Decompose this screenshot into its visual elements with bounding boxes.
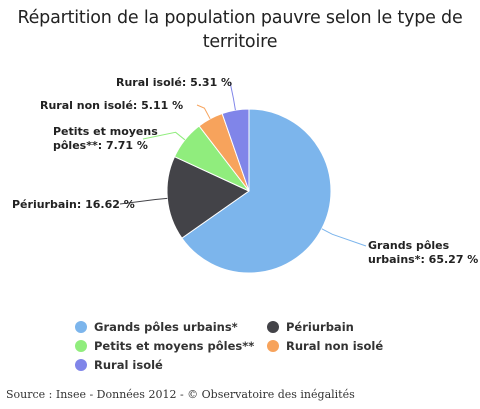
legend-item-rural-non-isole[interactable]: Rural non isolé — [267, 339, 383, 353]
data-label: Petits et moyens pôles**: 7.71 % — [53, 125, 158, 152]
legend-item-grands-poles[interactable]: Grands pôles urbains* — [75, 320, 238, 334]
connector-line — [142, 131, 186, 141]
chart-title-line-1: Répartition de la population pauvre selo… — [17, 8, 463, 28]
legend-marker — [75, 321, 87, 333]
data-label: Grands pôles urbains*: 65.27 % — [368, 239, 479, 266]
legend-label: Grands pôles urbains* — [94, 320, 238, 334]
chart-title: Répartition de la population pauvre selo… — [0, 6, 480, 54]
data-label: Rural isolé: 5.31 % — [116, 76, 233, 89]
legend-marker — [267, 340, 279, 352]
legend-marker — [75, 340, 87, 352]
legend-label: Rural isolé — [94, 358, 163, 372]
data-label: Rural non isolé: 5.11 % — [40, 99, 184, 112]
connector-line — [229, 81, 236, 111]
pie-slices — [166, 108, 332, 274]
data-label: Périurbain: 16.62 % — [12, 198, 135, 211]
connector-line — [321, 228, 367, 247]
connector-line — [119, 197, 168, 205]
legend-label: Périurbain — [286, 320, 354, 334]
legend-item-petits-moyens-poles[interactable]: Petits et moyens pôles** — [75, 339, 254, 353]
legend-label: Petits et moyens pôles** — [94, 339, 255, 353]
source-credit: Source : Insee - Données 2012 - © Observ… — [6, 388, 355, 401]
legend-marker — [75, 359, 87, 371]
chart-title-line-2: territoire — [202, 32, 278, 52]
legend-label: Rural non isolé — [286, 339, 384, 353]
legend-marker — [267, 321, 279, 333]
label-connectors — [119, 81, 367, 247]
pie-slice-p-riurbain[interactable] — [166, 156, 250, 239]
pie-slice-rural-isol[interactable] — [221, 108, 250, 192]
pie-slice-grands-p-les-urbains[interactable] — [181, 108, 332, 274]
legend-item-periurbain[interactable]: Périurbain — [267, 320, 354, 334]
connector-line — [196, 104, 211, 120]
legend-item-rural-isole[interactable]: Rural isolé — [75, 358, 163, 372]
